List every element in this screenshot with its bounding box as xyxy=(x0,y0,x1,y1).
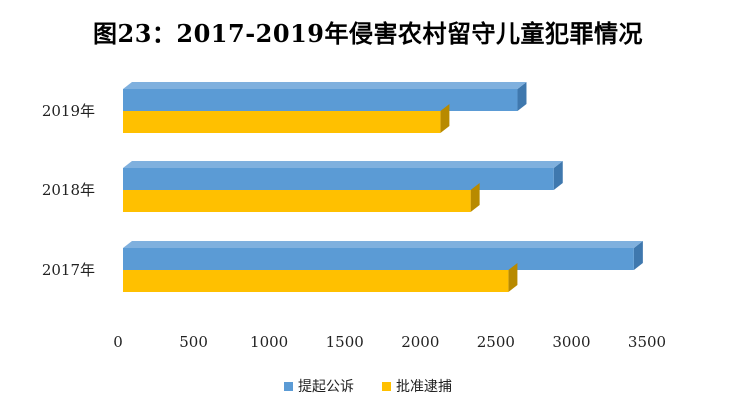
x-tick-label-1: 500 xyxy=(179,333,208,351)
x-tick-label-0: 0 xyxy=(113,333,123,351)
bar-top-2-0 xyxy=(123,241,643,248)
bar-top-0-0 xyxy=(123,82,527,89)
bar-side-1-1 xyxy=(470,183,480,212)
x-tick-label-2: 1000 xyxy=(250,333,288,351)
bar-top-1-0 xyxy=(123,161,563,168)
bar-front-2-0 xyxy=(123,248,634,270)
bar-1-0 xyxy=(123,161,563,190)
x-tick-label-4: 2000 xyxy=(401,333,439,351)
bar-front-1-1 xyxy=(123,190,471,212)
legend-swatch-series-0 xyxy=(284,381,293,391)
bar-side-0-1 xyxy=(440,104,450,133)
bar-2-1 xyxy=(123,263,518,292)
bar-1-1 xyxy=(123,183,480,212)
legend-label-series-0: 提起公诉 xyxy=(298,379,354,395)
chart-title: 图23：2017-2019年侵害农村留守儿童犯罪情况 xyxy=(93,19,643,48)
bar-front-0-1 xyxy=(123,111,441,133)
bar-0-1 xyxy=(123,104,450,133)
bar-0-0 xyxy=(123,82,527,111)
bar-front-2-1 xyxy=(123,270,509,292)
x-tick-label-7: 3500 xyxy=(628,333,666,351)
legend-label-series-1: 批准逮捕 xyxy=(396,379,452,395)
category-label-1: 2018年 xyxy=(42,181,95,199)
bar-side-2-1 xyxy=(508,263,518,292)
x-tick-label-5: 2500 xyxy=(477,333,515,351)
bar-side-2-0 xyxy=(633,241,643,270)
bar-2-0 xyxy=(123,241,643,270)
category-label-0: 2019年 xyxy=(42,102,95,120)
x-tick-label-6: 3000 xyxy=(552,333,590,351)
bar-side-0-0 xyxy=(517,82,527,111)
legend-item-series-0: 提起公诉 xyxy=(284,376,354,396)
bar-side-1-0 xyxy=(553,161,563,190)
x-tick-label-3: 1500 xyxy=(326,333,364,351)
category-label-2: 2017年 xyxy=(42,261,95,279)
bar-front-1-0 xyxy=(123,168,554,190)
legend-item-series-1: 批准逮捕 xyxy=(382,376,452,396)
legend-swatch-series-1 xyxy=(382,381,391,391)
legend: 提起公诉 批准逮捕 xyxy=(0,376,736,396)
bar-front-0-0 xyxy=(123,89,518,111)
